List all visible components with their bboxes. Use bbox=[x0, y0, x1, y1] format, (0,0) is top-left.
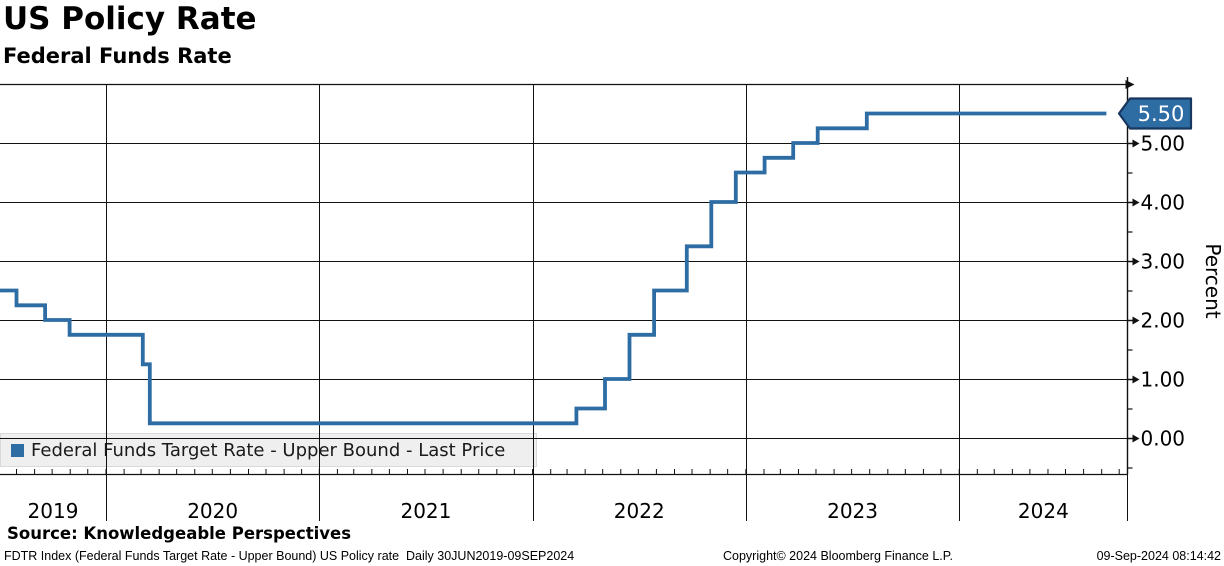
x-year-label: 2021 bbox=[400, 499, 451, 523]
footer-ticker-text: FDTR Index (Federal Funds Target Rate - … bbox=[4, 549, 575, 563]
y-tick-label: 2.00 bbox=[1141, 309, 1186, 333]
y-tick-arrow-icon bbox=[1132, 198, 1140, 207]
source-line: Source: Knowledgeable Perspectives bbox=[7, 524, 352, 543]
x-year-label: 2019 bbox=[28, 499, 79, 523]
y-tick-arrow-icon bbox=[1132, 139, 1140, 148]
x-year-label: 2020 bbox=[187, 499, 238, 523]
y-tick-arrow-icon bbox=[1132, 375, 1140, 384]
x-year-label: 2022 bbox=[614, 499, 665, 523]
y-tick-label: 4.00 bbox=[1141, 191, 1186, 215]
x-year-label: 2023 bbox=[827, 499, 878, 523]
page-title: US Policy Rate bbox=[3, 1, 257, 37]
legend-series-swatch bbox=[11, 443, 24, 457]
fed-funds-step-line bbox=[0, 111, 1107, 426]
last-price-badge bbox=[1117, 97, 1193, 130]
y-tick-label: 3.00 bbox=[1141, 250, 1186, 274]
y-tick-arrow-icon bbox=[1132, 434, 1140, 443]
y-tick-label: 1.00 bbox=[1141, 368, 1186, 392]
footer-copyright-text: Copyright© 2024 Bloomberg Finance L.P. bbox=[723, 549, 953, 563]
footer: FDTR Index (Federal Funds Target Rate - … bbox=[0, 548, 1224, 566]
last-price-badge-label: 5.50 bbox=[1138, 102, 1185, 126]
top-axis-arrow-icon bbox=[1125, 80, 1135, 89]
footer-timestamp: 09-Sep-2024 08:14:42 bbox=[1096, 549, 1221, 563]
page-subtitle: Federal Funds Rate bbox=[3, 44, 232, 68]
y-tick-arrow-icon bbox=[1132, 316, 1140, 325]
legend: Federal Funds Target Rate - Upper Bound … bbox=[0, 433, 537, 467]
y-tick-arrow-icon bbox=[1132, 257, 1140, 266]
y-tick-label: 5.00 bbox=[1141, 132, 1186, 156]
legend-series-label: Federal Funds Target Rate - Upper Bound … bbox=[31, 439, 506, 461]
y-axis-title: Percent bbox=[1201, 243, 1224, 318]
y-tick-label: 0.00 bbox=[1141, 427, 1186, 451]
x-year-label: 2024 bbox=[1018, 499, 1069, 523]
